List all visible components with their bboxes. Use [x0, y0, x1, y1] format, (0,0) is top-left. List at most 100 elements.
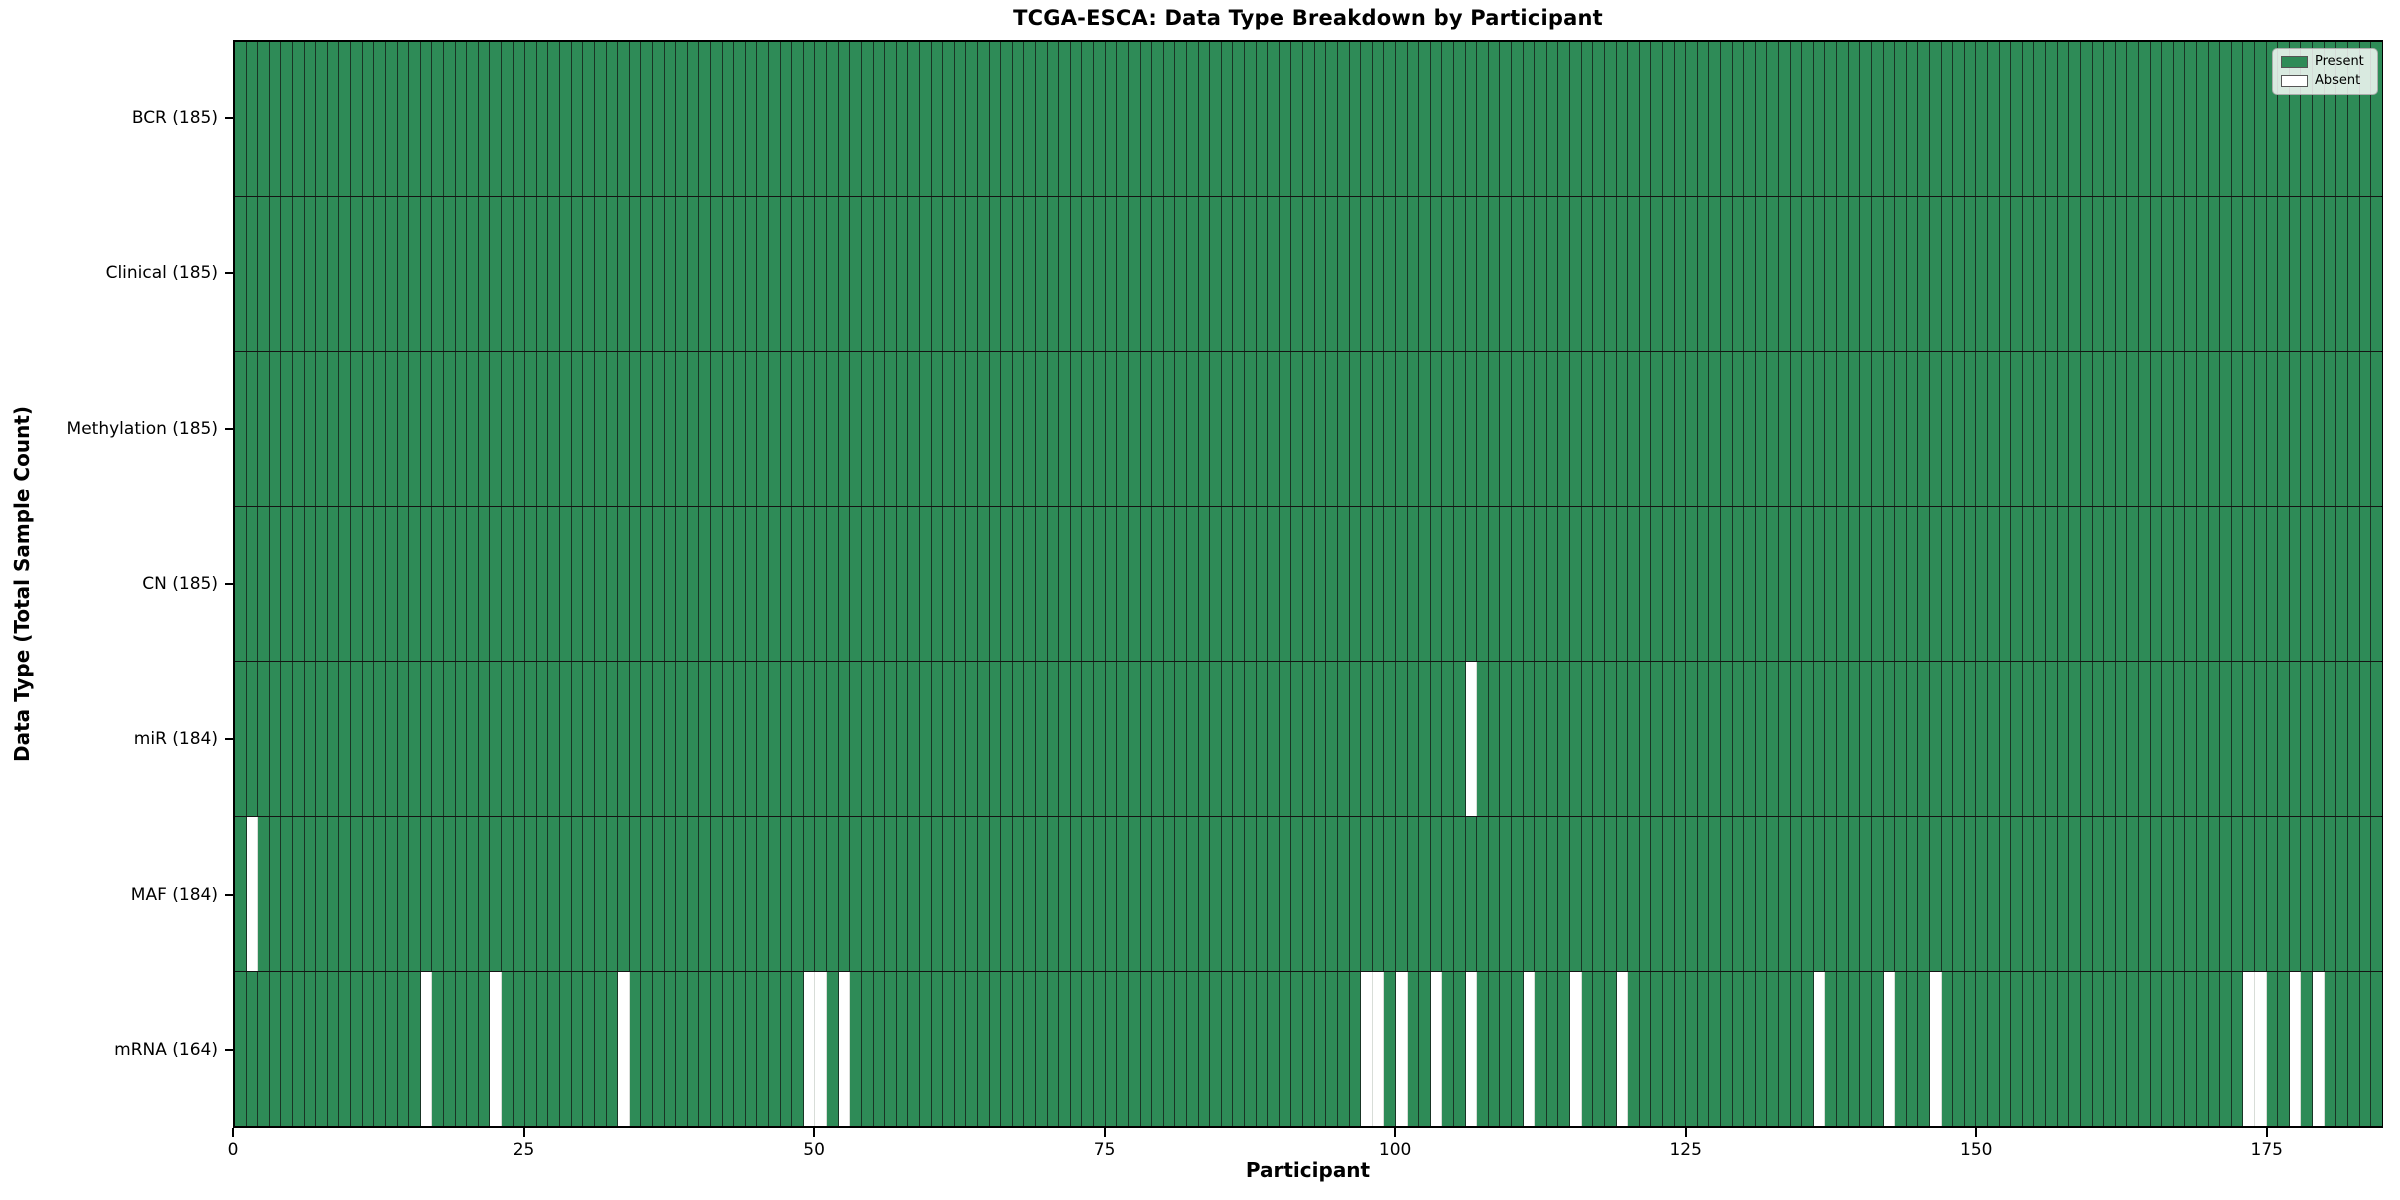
heatmap-cell	[803, 662, 816, 816]
heatmap-cell	[351, 972, 363, 1126]
heatmap-cell	[1337, 42, 1350, 196]
heatmap-cell	[2289, 972, 2302, 1126]
heatmap-cell	[571, 972, 584, 1126]
heatmap-cell	[1976, 197, 1989, 351]
heatmap-cell	[1953, 197, 1965, 351]
heatmap-cell	[560, 817, 572, 971]
heatmap-cell	[1535, 352, 1547, 506]
heatmap-cell	[618, 42, 630, 196]
heatmap-cell	[235, 662, 247, 816]
heatmap-cell	[1291, 352, 1304, 506]
heatmap-cell	[769, 972, 781, 1126]
heatmap-cell	[1117, 507, 1129, 661]
heatmap-cell	[2057, 197, 2070, 351]
heatmap-cell	[2359, 42, 2372, 196]
heatmap-cell	[1198, 352, 1211, 506]
heatmap-cell	[1349, 817, 1362, 971]
heatmap-cell	[838, 662, 851, 816]
heatmap-cell	[2243, 662, 2256, 816]
heatmap-cell	[1721, 662, 1733, 816]
heatmap-cell	[1372, 507, 1385, 661]
heatmap-cell	[687, 972, 700, 1126]
heatmap-cell	[2046, 352, 2058, 506]
heatmap-cell	[734, 507, 746, 661]
heatmap-cell	[989, 972, 1002, 1126]
heatmap-cell	[1639, 662, 1652, 816]
heatmap-cell	[1512, 352, 1524, 506]
y-tick-mark	[225, 116, 233, 119]
heatmap-cell	[769, 817, 781, 971]
heatmap-cell	[1616, 42, 1629, 196]
heatmap-cell	[1047, 972, 1060, 1126]
heatmap-cell	[722, 662, 735, 816]
heatmap-cell	[2347, 817, 2360, 971]
heatmap-cell	[1349, 42, 1362, 196]
heatmap-cell	[258, 662, 270, 816]
heatmap-cell	[1105, 662, 1118, 816]
heatmap-cell	[1465, 817, 1478, 971]
heatmap-cell	[258, 197, 270, 351]
heatmap-cell	[2162, 352, 2174, 506]
heatmap-cell	[1198, 972, 1211, 1126]
heatmap-cell	[1616, 817, 1629, 971]
heatmap-cell	[989, 197, 1002, 351]
heatmap-cell	[1662, 42, 1675, 196]
heatmap-cell	[1744, 42, 1756, 196]
heatmap-cell	[2162, 507, 2174, 661]
heatmap-cell	[478, 197, 491, 351]
x-tick-mark	[813, 1128, 816, 1137]
heatmap-cell	[2301, 507, 2314, 661]
heatmap-cell	[978, 662, 990, 816]
heatmap-cell	[1268, 972, 1280, 1126]
heatmap-cell	[2324, 817, 2337, 971]
heatmap-cell	[2324, 507, 2337, 661]
heatmap-cell	[1186, 507, 1199, 661]
heatmap-cell	[1036, 662, 1048, 816]
heatmap-cell	[2022, 197, 2035, 351]
heatmap-cell	[1465, 197, 1478, 351]
heatmap-cell	[896, 507, 909, 661]
heatmap-cell	[2289, 197, 2302, 351]
heatmap-cell	[641, 817, 653, 971]
heatmap-cell	[548, 507, 561, 661]
heatmap-cell	[2069, 42, 2081, 196]
heatmap-cell	[618, 352, 630, 506]
heatmap-cell	[896, 197, 909, 351]
heatmap-cell	[2231, 507, 2244, 661]
heatmap-cell	[1581, 352, 1594, 506]
heatmap-cell	[385, 507, 398, 661]
legend-item-present: Present	[2281, 55, 2369, 69]
heatmap-cell	[2359, 197, 2372, 351]
heatmap-cell	[1314, 42, 1327, 196]
heatmap-cell	[1152, 352, 1164, 506]
heatmap-cell	[1860, 972, 1872, 1126]
heatmap-cell	[281, 972, 294, 1126]
heatmap-cell	[560, 507, 572, 661]
heatmap-cell	[1686, 817, 1698, 971]
heatmap-cell	[838, 817, 851, 971]
heatmap-cell	[246, 507, 259, 661]
heatmap-cell	[397, 817, 410, 971]
heatmap-cell	[873, 352, 886, 506]
y-tick-label-BCR: BCR (185)	[131, 107, 218, 128]
heatmap-cell	[1813, 197, 1826, 351]
x-tick-label: 175	[2250, 1140, 2284, 1160]
heatmap-cell	[258, 817, 270, 971]
heatmap-cell	[943, 817, 955, 971]
heatmap-cell	[571, 42, 584, 196]
heatmap-cell	[2092, 817, 2105, 971]
heatmap-cell	[687, 662, 700, 816]
heatmap-cell	[2185, 197, 2197, 351]
heatmap-cell	[536, 197, 549, 351]
heatmap-cell	[2324, 972, 2337, 1126]
heatmap-cell	[618, 662, 630, 816]
heatmap-cell	[1581, 817, 1594, 971]
heatmap-cell	[919, 507, 932, 661]
heatmap-cell	[1291, 972, 1304, 1126]
heatmap-cell	[258, 507, 270, 661]
heatmap-cell	[1059, 662, 1071, 816]
heatmap-cell	[2046, 662, 2058, 816]
heatmap-cell	[2034, 507, 2047, 661]
heatmap-cell	[1337, 197, 1350, 351]
